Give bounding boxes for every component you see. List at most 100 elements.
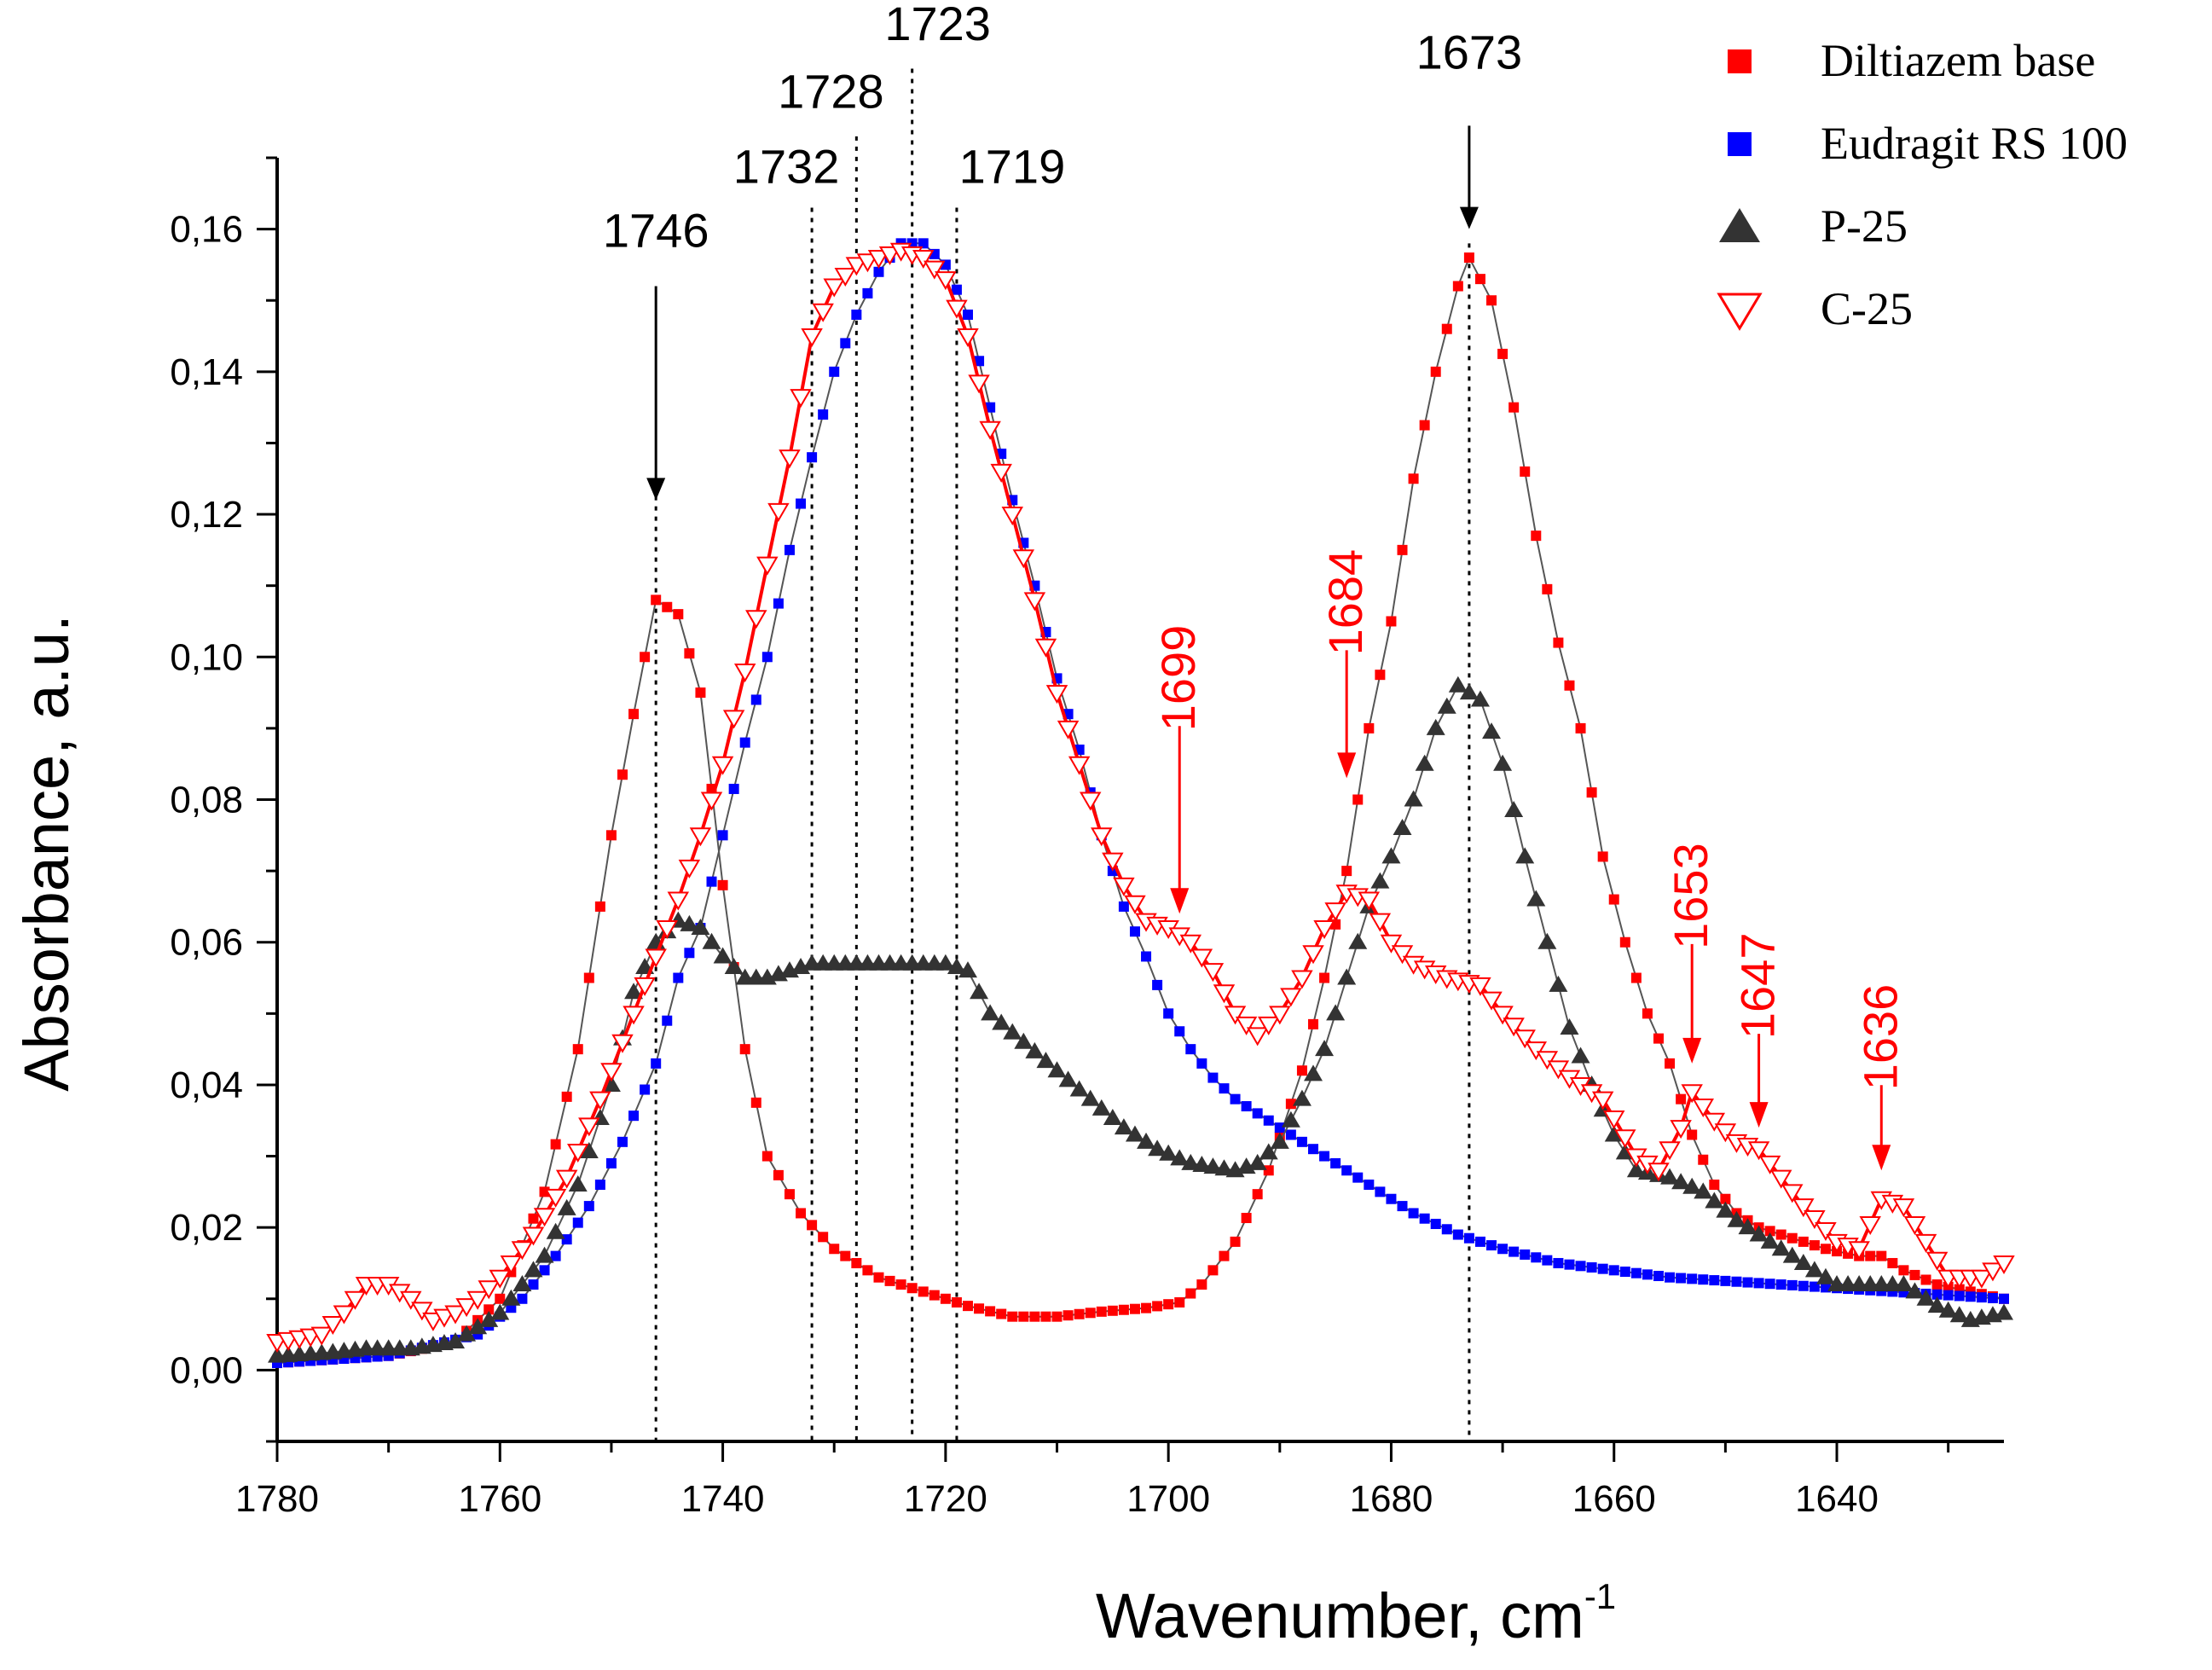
data-point xyxy=(1302,945,1324,965)
data-point xyxy=(1542,1255,1553,1266)
data-point xyxy=(1358,891,1381,911)
data-point xyxy=(1452,281,1463,292)
data-point xyxy=(1219,1250,1230,1261)
y-tick-label: 0,04 xyxy=(170,1064,243,1106)
data-point xyxy=(947,957,966,974)
data-point xyxy=(1608,894,1619,905)
data-point xyxy=(557,1198,576,1215)
data-point xyxy=(572,1044,583,1055)
data-point xyxy=(906,1283,918,1294)
data-point xyxy=(807,1220,818,1231)
data-point xyxy=(761,1151,773,1162)
legend-label: Eudragit RS 100 xyxy=(1821,118,2128,169)
data-point xyxy=(717,879,728,890)
annotation-arrow-head xyxy=(1170,888,1190,914)
data-point xyxy=(1508,1246,1520,1257)
data-point xyxy=(1308,1144,1318,1155)
data-point xyxy=(1137,1132,1156,1149)
data-point xyxy=(1063,1310,1074,1321)
data-point xyxy=(784,1189,795,1200)
peak-label: 1746 xyxy=(603,204,709,258)
data-point xyxy=(689,827,712,847)
data-point xyxy=(1419,420,1430,431)
data-point xyxy=(1676,1273,1687,1284)
legend-label: Diltiazem base xyxy=(1821,35,2095,86)
data-point xyxy=(1575,1261,1586,1272)
data-point xyxy=(1564,680,1575,691)
data-point xyxy=(963,309,973,320)
data-point xyxy=(1931,1289,1943,1300)
data-point xyxy=(594,1180,605,1190)
data-point xyxy=(1993,1255,2015,1274)
data-point xyxy=(1914,1233,1937,1253)
data-point xyxy=(1591,1091,1614,1110)
data-point xyxy=(1203,1157,1223,1174)
data-point xyxy=(1786,1232,1798,1244)
data-point xyxy=(1003,1023,1022,1040)
data-point xyxy=(605,1157,617,1168)
data-point xyxy=(1742,1277,1753,1288)
data-point xyxy=(1786,1279,1798,1290)
data-point xyxy=(1653,1271,1664,1282)
data-point xyxy=(970,983,989,1000)
data-point xyxy=(662,1015,673,1026)
data-point xyxy=(1954,1290,1965,1302)
data-point xyxy=(1931,1279,1943,1290)
data-point xyxy=(1714,1123,1737,1143)
data-point xyxy=(1474,274,1485,285)
y-tick-label: 0,12 xyxy=(170,494,243,536)
data-point xyxy=(1887,1257,1898,1268)
data-point xyxy=(784,544,795,555)
data-point xyxy=(1782,1246,1802,1263)
data-point xyxy=(1758,1155,1781,1174)
data-point xyxy=(1731,1276,1742,1287)
data-point xyxy=(1642,1008,1653,1019)
data-point xyxy=(1386,1193,1397,1204)
data-point xyxy=(1575,722,1586,734)
data-point xyxy=(601,1075,621,1092)
data-point xyxy=(958,961,977,978)
data-point xyxy=(1252,1189,1263,1200)
data-point xyxy=(1430,366,1441,377)
data-point xyxy=(1291,970,1313,989)
data-point xyxy=(1820,1282,1831,1293)
data-point xyxy=(1274,1122,1285,1134)
x-tick-label: 1680 xyxy=(1350,1478,1433,1520)
data-point xyxy=(851,1257,862,1268)
data-point xyxy=(724,957,744,974)
x-tick-label: 1660 xyxy=(1572,1478,1656,1520)
data-point xyxy=(812,303,834,322)
data-point xyxy=(1769,1169,1792,1189)
data-point xyxy=(856,253,879,273)
data-point xyxy=(1497,1244,1508,1255)
data-point xyxy=(645,948,667,968)
data-point xyxy=(834,267,857,287)
data-point xyxy=(1258,1016,1280,1035)
peak-label: 1653 xyxy=(1664,843,1717,949)
y-tick-label: 0,14 xyxy=(170,351,243,393)
peak-label: 1636 xyxy=(1853,984,1907,1091)
data-point xyxy=(1687,1129,1698,1140)
data-point xyxy=(823,278,845,298)
data-point xyxy=(1571,1047,1590,1064)
data-point xyxy=(1102,852,1124,872)
x-tick-label: 1720 xyxy=(904,1478,987,1520)
data-point xyxy=(873,266,884,277)
data-point xyxy=(1508,402,1520,413)
data-point xyxy=(873,1272,884,1283)
data-point xyxy=(1381,847,1401,864)
data-point xyxy=(796,1208,807,1219)
data-point xyxy=(1040,1311,1051,1322)
data-point xyxy=(1324,902,1346,922)
data-point xyxy=(1560,1018,1579,1035)
x-axis-title: Wavenumber, cm-1 xyxy=(1096,1576,1616,1651)
series-eudragit-rs-100 xyxy=(272,238,2009,1369)
data-point xyxy=(640,1084,651,1095)
data-point xyxy=(1694,1182,1713,1199)
legend-item: C-25 xyxy=(1717,283,1913,334)
data-point xyxy=(511,1241,534,1261)
data-point xyxy=(1775,1279,1786,1290)
y-tick-label: 0,06 xyxy=(170,922,243,964)
data-point xyxy=(940,1293,951,1304)
